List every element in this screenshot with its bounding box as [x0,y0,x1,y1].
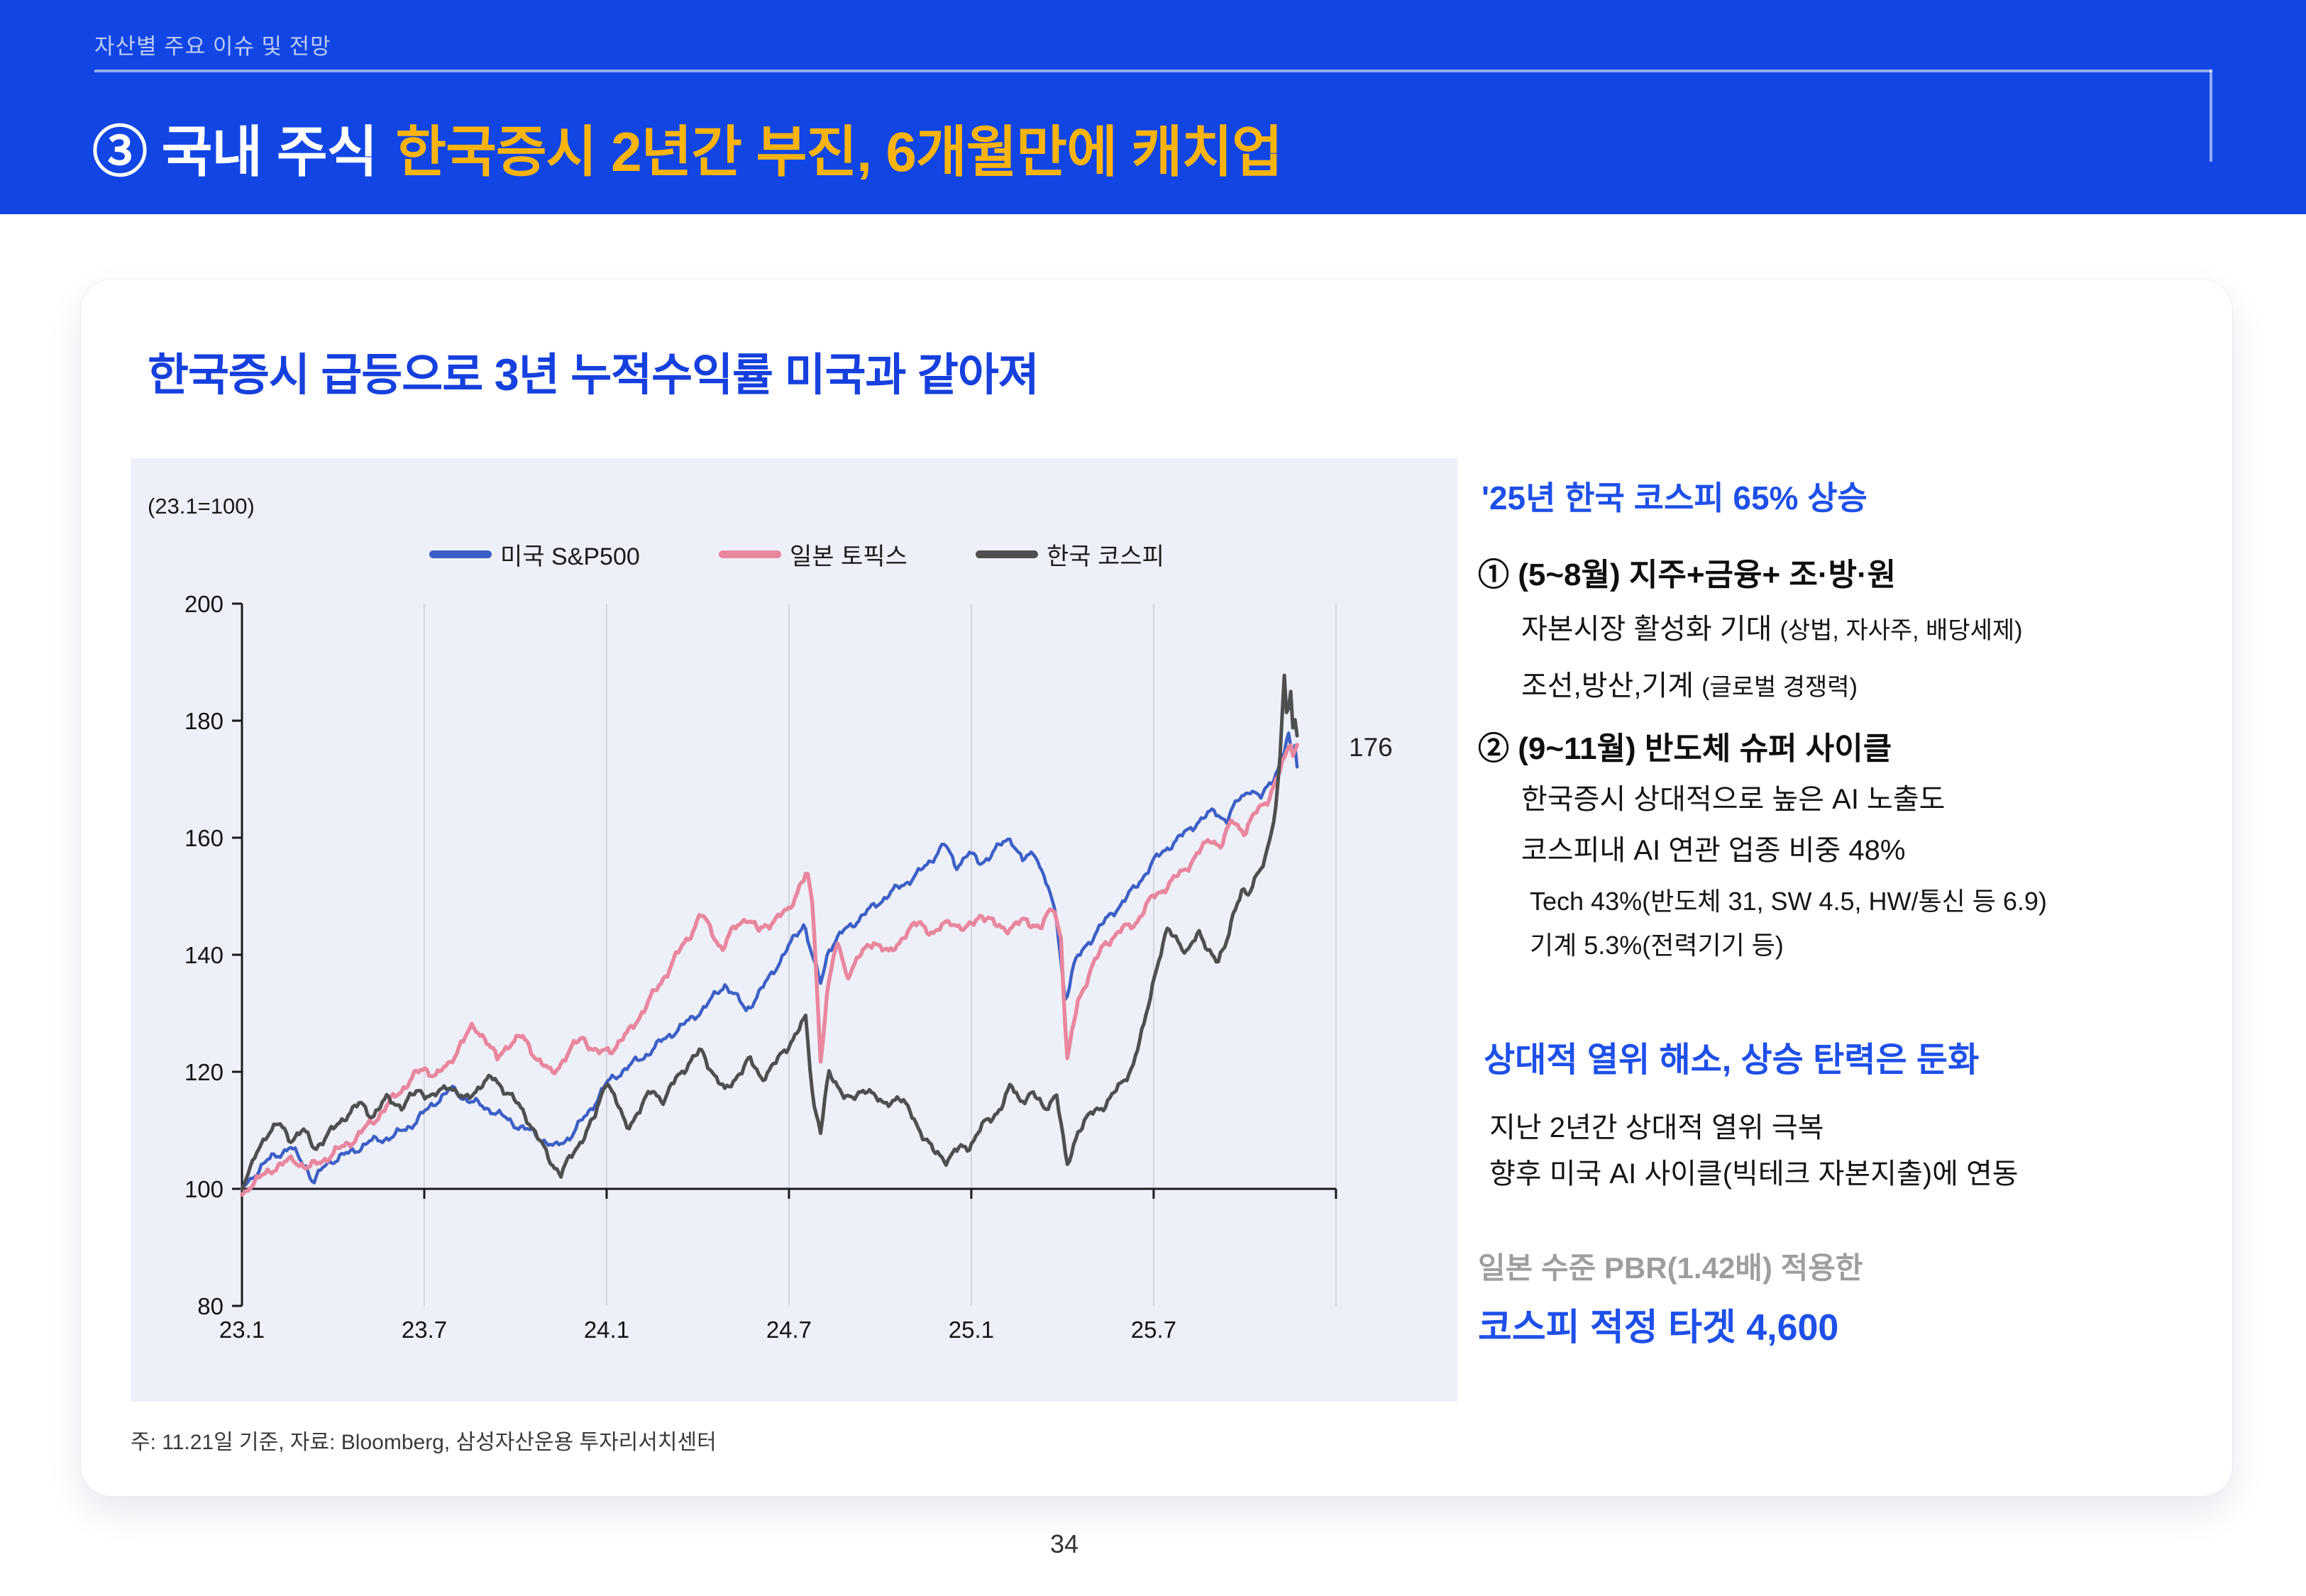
legend-item-kospi: 한국 코스피 [976,542,1164,570]
y-tick-label: 100 [184,1176,224,1202]
x-tick-label: 25.1 [949,1317,994,1343]
legend-item-topix: 일본 토픽스 [719,542,907,570]
page-title: ③ 국내 주식 한국증시 2년간 부진, 6개월만에 캐치업 [92,108,1283,187]
source-note: 주: 11.21일 기준, 자료: Bloomberg, 삼성자산운용 투자리서… [131,1431,717,1454]
page-title-highlight: 한국증시 2년간 부진, 6개월만에 캐치업 [395,121,1283,183]
legend-line-icon [976,550,1038,558]
point1-line1-main: 자본시장 활성화 기대 [1521,614,1780,645]
x-tick-label: 23.7 [402,1317,447,1343]
page-number: 34 [1049,1529,1079,1558]
momentum-line2: 향후 미국 AI 사이클(빅테크 자본지출)에 연동 [1489,1158,2019,1190]
header-corner-rule [2210,70,2212,162]
x-tick-label: 23.1 [219,1317,265,1343]
legend-line-icon [429,550,492,558]
y-tick-label: 180 [184,708,224,734]
point2-line1: 한국증시 상대적으로 높은 AI 노출도 [1521,784,1946,815]
breadcrumb-label: 자산별 주요 이슈 및 전망 [94,34,331,59]
point1-line2-detail: (글로벌 경쟁력) [1701,674,1858,701]
point1-line1: 자본시장 활성화 기대 (상법, 자사주, 배당세제) [1521,606,2023,647]
page-title-prefix: ③ 국내 주식 [92,121,377,183]
y-tick-label: 140 [184,942,224,968]
end-value-label: 176 [1349,733,1393,762]
point1-line2: 조선,방산,기계 (글로벌 경쟁력) [1521,663,1858,704]
chart-panel: (23.1=100) 미국 S&P500 일본 토픽스 한국 코스피 80 100… [131,458,1457,1402]
x-tick-label: 25.7 [1131,1317,1176,1343]
legend-line-icon [719,550,781,558]
content-card: 한국증시 급등으로 3년 누적수익률 미국과 같아져 (23.1=100) 미국… [80,279,2233,1497]
legend-item-sp500: 미국 S&P500 [429,542,640,570]
pbr-note: 일본 수준 PBR(1.42배) 적용한 [1478,1251,1863,1285]
insight-heading-momentum: 상대적 열위 해소, 상승 탄력은 둔화 [1484,1041,1980,1079]
header-band: 자산별 주요 이슈 및 전망 ③ 국내 주식 한국증시 2년간 부진, 6개월만에… [0,0,2306,214]
point1-heading: ① (5~8월) 지주+금융+ 조·방·원 [1478,558,1897,592]
y-tick-label: 120 [184,1059,224,1085]
point2-heading: ② (9~11월) 반도체 슈퍼 사이클 [1478,731,1892,766]
y-tick-label: 200 [184,591,224,617]
legend-label: 일본 토픽스 [790,543,907,570]
series-line [240,743,1299,1197]
legend-label: 한국 코스피 [1047,543,1164,570]
point2-line2: 코스피내 AI 연관 업종 비중 48% [1521,835,1906,866]
x-tick-label: 24.7 [766,1317,812,1343]
header-underline [94,70,2212,72]
point1-line1-detail: (상법, 자사주, 배당세제) [1780,617,2023,644]
y-tick-label: 160 [184,825,224,851]
series-line [240,673,1299,1191]
point1-line2-main: 조선,방산,기계 [1521,670,1702,702]
x-tick-label: 24.1 [584,1317,629,1343]
legend-label: 미국 S&P500 [500,543,640,570]
momentum-line1: 지난 2년간 상대적 열위 극복 [1489,1112,1824,1143]
point2-detail1: Tech 43%(반도체 31, SW 4.5, HW/통신 등 6.9) [1530,887,2047,916]
kospi-target: 코스피 적정 타겟 4,600 [1478,1307,1839,1348]
returns-line-chart: 80 100 120 140 160 180 200 23.1 23.7 24.1 24.7 25.1… [184,591,1393,1343]
chart-basis-note: (23.1=100) [148,494,255,519]
point2-detail2: 기계 5.3%(전력기기 등) [1530,931,1784,960]
y-tick-label: 80 [197,1293,224,1319]
series-line [240,731,1299,1191]
card-heading: 한국증시 급등으로 3년 누적수익률 미국과 같아져 [148,350,1039,400]
insight-heading-kospi-rise: '25년 한국 코스피 65% 상승 [1482,480,1868,516]
